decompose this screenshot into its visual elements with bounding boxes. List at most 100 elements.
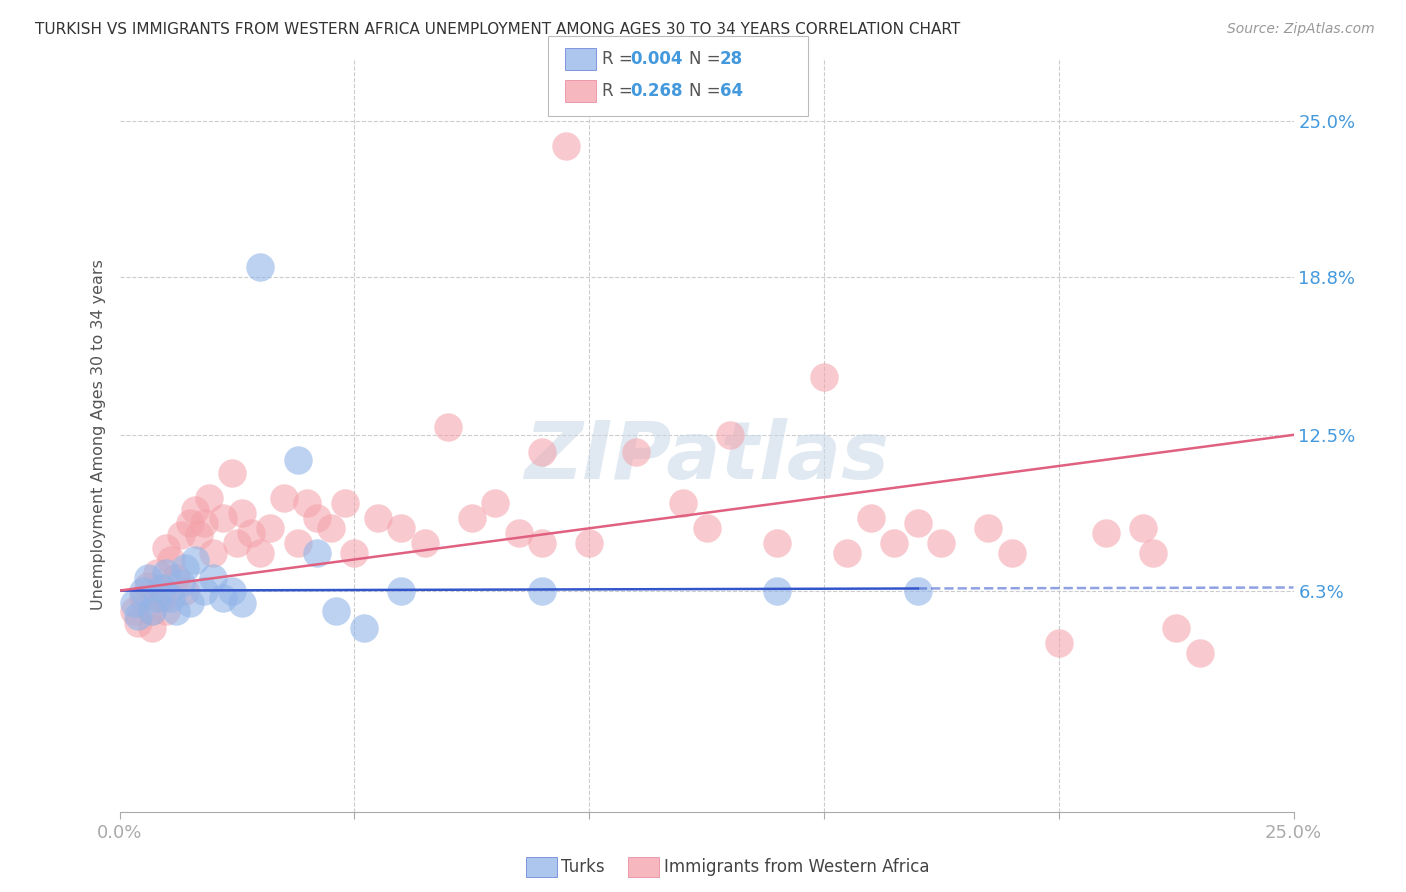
Point [389, 521, 412, 535]
Point [977, 521, 1000, 535]
Point [554, 139, 576, 153]
Point [287, 536, 309, 550]
Text: Immigrants from Western Africa: Immigrants from Western Africa [664, 858, 929, 876]
Text: Turks: Turks [561, 858, 605, 876]
Point [1001, 546, 1024, 560]
Point [531, 536, 554, 550]
Point [160, 553, 183, 567]
Point [766, 536, 789, 550]
Point [211, 591, 233, 606]
Point [413, 536, 436, 550]
Point [193, 583, 215, 598]
Point [718, 428, 741, 442]
Point [508, 525, 530, 540]
Point [259, 521, 281, 535]
Point [155, 566, 177, 580]
Point [672, 496, 695, 510]
Point [240, 525, 263, 540]
Point [859, 510, 882, 524]
Point [273, 491, 295, 505]
Point [531, 445, 554, 459]
Point [146, 591, 169, 606]
Point [141, 604, 163, 618]
Text: 0.004: 0.004 [630, 50, 682, 68]
Point [389, 583, 412, 598]
Point [169, 528, 191, 542]
Point [437, 420, 460, 434]
Point [1188, 647, 1211, 661]
Point [155, 604, 177, 618]
Point [1142, 546, 1164, 560]
Point [179, 516, 201, 530]
Point [188, 528, 211, 542]
Point [333, 496, 356, 510]
Point [931, 536, 953, 550]
Text: 28: 28 [720, 50, 742, 68]
Point [165, 571, 187, 585]
Point [174, 561, 197, 575]
Point [624, 445, 647, 459]
Point [696, 521, 718, 535]
Point [1047, 636, 1070, 650]
Point [325, 604, 347, 618]
Point [353, 621, 375, 635]
Point [1164, 621, 1187, 635]
Text: ZIPatlas: ZIPatlas [524, 418, 889, 497]
Point [193, 516, 215, 530]
Point [174, 583, 197, 598]
Point [907, 583, 929, 598]
Point [197, 491, 219, 505]
Point [155, 541, 177, 555]
Text: 64: 64 [720, 82, 742, 100]
Point [883, 536, 905, 550]
Point [907, 516, 929, 530]
Point [141, 621, 163, 635]
Point [122, 604, 145, 618]
Point [343, 546, 366, 560]
Y-axis label: Unemployment Among Ages 30 to 34 years: Unemployment Among Ages 30 to 34 years [90, 260, 105, 610]
Point [127, 616, 149, 631]
Text: 0.268: 0.268 [630, 82, 682, 100]
Text: R =: R = [602, 50, 638, 68]
Text: N =: N = [689, 50, 725, 68]
Point [297, 496, 319, 510]
Point [165, 604, 187, 618]
Point [132, 583, 155, 598]
Point [132, 591, 155, 606]
Point [127, 608, 149, 623]
Point [221, 466, 243, 480]
Point [319, 521, 342, 535]
Point [183, 553, 205, 567]
Point [141, 604, 163, 618]
Point [202, 546, 225, 560]
Point [578, 536, 600, 550]
Text: R =: R = [602, 82, 638, 100]
Point [183, 503, 205, 517]
Point [122, 596, 145, 610]
Point [460, 510, 484, 524]
Point [249, 260, 271, 274]
Point [221, 583, 243, 598]
Point [169, 576, 191, 591]
Point [249, 546, 271, 560]
Point [211, 510, 233, 524]
Point [813, 370, 835, 384]
Point [160, 591, 183, 606]
Point [136, 578, 159, 592]
Point [837, 546, 859, 560]
Point [179, 596, 201, 610]
Point [231, 506, 253, 520]
Point [136, 571, 159, 585]
Point [150, 591, 173, 606]
Point [225, 536, 249, 550]
Point [146, 566, 169, 580]
Point [202, 571, 225, 585]
Point [766, 583, 789, 598]
Point [1094, 525, 1116, 540]
Point [305, 510, 328, 524]
Point [305, 546, 328, 560]
Point [231, 596, 253, 610]
Point [287, 453, 309, 467]
Point [484, 496, 506, 510]
Text: Source: ZipAtlas.com: Source: ZipAtlas.com [1227, 22, 1375, 37]
